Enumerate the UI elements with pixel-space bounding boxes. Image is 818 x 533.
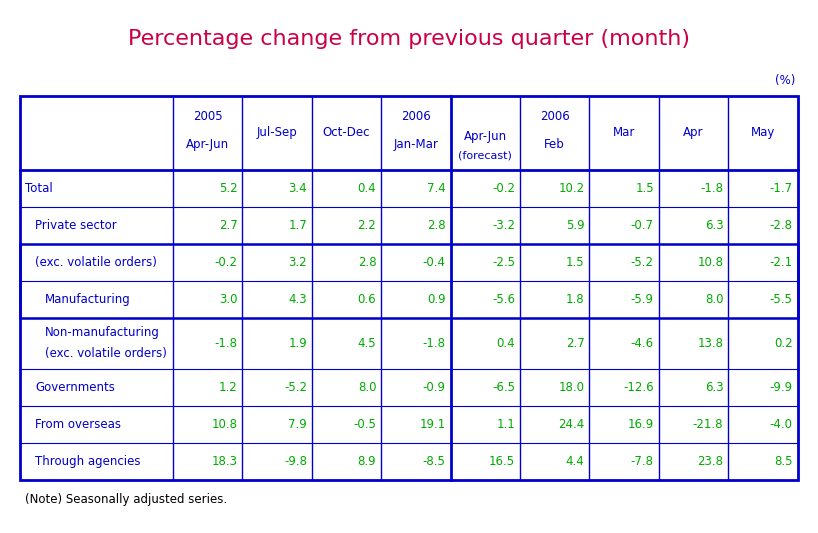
Text: 24.4: 24.4 [558,418,585,431]
Text: -21.8: -21.8 [693,418,723,431]
Text: 18.3: 18.3 [212,455,237,467]
Text: 2005: 2005 [193,110,222,123]
Text: Through agencies: Through agencies [35,455,141,467]
Text: 2006: 2006 [401,110,431,123]
Text: Non-manufacturing: Non-manufacturing [45,326,160,338]
Text: 2.2: 2.2 [357,219,376,232]
Text: Private sector: Private sector [35,219,117,232]
Text: -9.9: -9.9 [770,381,793,394]
Text: -0.2: -0.2 [214,256,237,269]
Text: -1.8: -1.8 [423,337,446,350]
Text: 1.9: 1.9 [288,337,307,350]
Text: -5.2: -5.2 [631,256,654,269]
Text: (%): (%) [775,74,795,86]
Text: (exc. volatile orders): (exc. volatile orders) [45,347,167,360]
Text: -2.8: -2.8 [770,219,793,232]
Text: 0.2: 0.2 [774,337,793,350]
Text: Apr-Jun: Apr-Jun [464,130,507,143]
Text: -9.8: -9.8 [284,455,307,467]
Text: 4.4: 4.4 [566,455,585,467]
Text: 4.5: 4.5 [357,337,376,350]
Text: 4.3: 4.3 [288,293,307,306]
Text: 6.3: 6.3 [704,219,723,232]
Text: 5.9: 5.9 [566,219,585,232]
Text: -1.7: -1.7 [770,182,793,195]
Text: 0.4: 0.4 [357,182,376,195]
Text: -5.2: -5.2 [284,381,307,394]
Text: -4.6: -4.6 [631,337,654,350]
Text: 8.5: 8.5 [774,455,793,467]
Text: -2.1: -2.1 [770,256,793,269]
Text: (forecast): (forecast) [458,150,512,160]
Text: Jan-Mar: Jan-Mar [393,138,438,150]
Text: 19.1: 19.1 [420,418,446,431]
Text: Oct-Dec: Oct-Dec [323,126,371,140]
Text: -0.4: -0.4 [423,256,446,269]
Text: -0.9: -0.9 [423,381,446,394]
Text: Total: Total [25,182,52,195]
Text: 3.0: 3.0 [219,293,237,306]
Text: 10.8: 10.8 [212,418,237,431]
Text: (exc. volatile orders): (exc. volatile orders) [35,256,157,269]
Text: 8.0: 8.0 [357,381,376,394]
Text: 10.8: 10.8 [697,256,723,269]
Text: 16.5: 16.5 [489,455,515,467]
Text: -5.9: -5.9 [631,293,654,306]
Text: Apr: Apr [683,126,703,140]
Text: 10.2: 10.2 [559,182,585,195]
Text: -2.5: -2.5 [492,256,515,269]
Text: 1.1: 1.1 [497,418,515,431]
Text: -7.8: -7.8 [631,455,654,467]
Text: 3.2: 3.2 [288,256,307,269]
Text: 3.4: 3.4 [288,182,307,195]
Text: 1.5: 1.5 [636,182,654,195]
Text: -0.2: -0.2 [492,182,515,195]
Text: 1.5: 1.5 [566,256,585,269]
Text: 8.9: 8.9 [357,455,376,467]
Text: 0.4: 0.4 [497,337,515,350]
Text: May: May [751,126,775,140]
Text: 1.8: 1.8 [566,293,585,306]
Text: 7.4: 7.4 [427,182,446,195]
Text: Feb: Feb [544,138,565,150]
Text: 2.7: 2.7 [566,337,585,350]
Text: 1.2: 1.2 [219,381,237,394]
Text: -6.5: -6.5 [492,381,515,394]
Text: Jul-Sep: Jul-Sep [257,126,298,140]
Text: 2.7: 2.7 [219,219,237,232]
Text: -4.0: -4.0 [770,418,793,431]
Text: Mar: Mar [613,126,636,140]
Text: -5.6: -5.6 [492,293,515,306]
Text: 23.8: 23.8 [697,455,723,467]
Text: 2006: 2006 [540,110,569,123]
Text: -1.8: -1.8 [700,182,723,195]
Text: 5.2: 5.2 [219,182,237,195]
Text: 6.3: 6.3 [704,381,723,394]
Text: 18.0: 18.0 [559,381,585,394]
Text: 8.0: 8.0 [705,293,723,306]
Text: -3.2: -3.2 [492,219,515,232]
Text: 0.9: 0.9 [427,293,446,306]
Text: From overseas: From overseas [35,418,121,431]
Text: Governments: Governments [35,381,115,394]
Text: -12.6: -12.6 [623,381,654,394]
Text: 2.8: 2.8 [427,219,446,232]
Text: 0.6: 0.6 [357,293,376,306]
Text: 7.9: 7.9 [288,418,307,431]
Text: 2.8: 2.8 [357,256,376,269]
Text: 1.7: 1.7 [288,219,307,232]
Text: 16.9: 16.9 [627,418,654,431]
Text: (Note) Seasonally adjusted series.: (Note) Seasonally adjusted series. [25,493,227,506]
Text: -0.7: -0.7 [631,219,654,232]
Text: Percentage change from previous quarter (month): Percentage change from previous quarter … [128,29,690,50]
Text: -0.5: -0.5 [353,418,376,431]
Text: -1.8: -1.8 [214,337,237,350]
Text: Apr-Jun: Apr-Jun [187,138,229,150]
Text: Manufacturing: Manufacturing [45,293,131,306]
Text: -5.5: -5.5 [770,293,793,306]
Text: 13.8: 13.8 [697,337,723,350]
Text: -8.5: -8.5 [423,455,446,467]
